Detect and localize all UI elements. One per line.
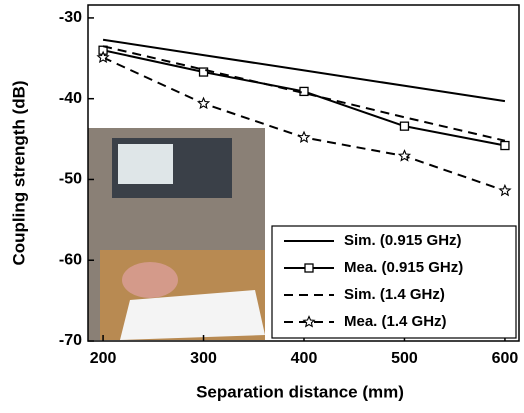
y-tick-label: -60 (59, 251, 82, 268)
marker (500, 140, 510, 151)
marker (297, 130, 311, 144)
y-tick-label: -50 (59, 171, 82, 188)
x-axis-title: Separation distance (mm) (196, 382, 404, 401)
inset-photo-paper (120, 290, 265, 340)
y-tick-label: -30 (59, 9, 82, 26)
inset-photo-sample (122, 262, 178, 298)
x-tick-label: 500 (391, 350, 418, 367)
marker (399, 121, 410, 131)
legend-marker (304, 263, 314, 273)
x-tick-label: 600 (492, 350, 519, 367)
legend-box (271, 225, 517, 339)
legend-label: Mea. (0.915 GHz) (344, 259, 463, 276)
legend-label: Sim. (0.915 GHz) (344, 232, 462, 249)
y-axis-title: Coupling strength (dB) (9, 80, 28, 265)
marker (198, 67, 209, 77)
marker (498, 183, 512, 197)
marker (196, 96, 211, 110)
y-tick-label: -70 (59, 332, 82, 349)
series-line (102, 45, 506, 142)
y-tick-label: -40 (59, 90, 82, 107)
legend-marker (302, 315, 316, 328)
inset-photo-screen (118, 144, 173, 184)
x-tick-label: 200 (90, 350, 117, 367)
legend-label: Sim. (1.4 GHz) (344, 286, 445, 303)
marker (96, 50, 110, 64)
legend-label: Mea. (1.4 GHz) (344, 313, 447, 330)
x-tick-label: 400 (291, 350, 318, 367)
series-line (102, 38, 506, 103)
x-tick-label: 300 (190, 350, 217, 367)
marker (397, 149, 412, 162)
